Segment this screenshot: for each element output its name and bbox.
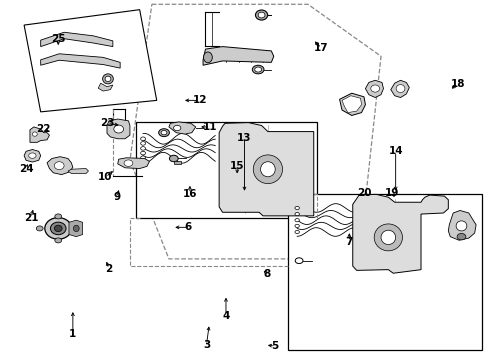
- Ellipse shape: [158, 129, 169, 136]
- Bar: [136, 122, 316, 218]
- Text: 5: 5: [271, 341, 278, 351]
- Ellipse shape: [45, 218, 72, 239]
- Polygon shape: [168, 122, 195, 134]
- Text: 1: 1: [69, 329, 76, 339]
- Ellipse shape: [141, 137, 145, 140]
- Polygon shape: [107, 119, 130, 139]
- Ellipse shape: [255, 10, 267, 20]
- Text: 4: 4: [222, 311, 229, 320]
- Ellipse shape: [141, 156, 145, 159]
- Ellipse shape: [32, 132, 37, 136]
- Bar: [288, 194, 482, 350]
- Ellipse shape: [370, 85, 379, 92]
- Ellipse shape: [373, 224, 402, 251]
- Ellipse shape: [294, 230, 299, 234]
- Ellipse shape: [380, 230, 395, 244]
- Polygon shape: [30, 127, 49, 142]
- Ellipse shape: [141, 141, 145, 145]
- Ellipse shape: [55, 214, 61, 219]
- Ellipse shape: [102, 74, 113, 84]
- Ellipse shape: [36, 226, 43, 231]
- Text: 18: 18: [450, 79, 465, 89]
- Text: 13: 13: [237, 133, 251, 143]
- Polygon shape: [68, 168, 88, 174]
- Ellipse shape: [294, 224, 299, 228]
- Text: 6: 6: [184, 222, 192, 232]
- Text: 2: 2: [105, 264, 112, 274]
- Polygon shape: [69, 220, 82, 237]
- Polygon shape: [390, 80, 408, 98]
- Text: 8: 8: [263, 269, 270, 279]
- Ellipse shape: [173, 125, 181, 131]
- Bar: [173, 161, 181, 164]
- Text: 24: 24: [19, 163, 33, 174]
- Ellipse shape: [252, 65, 264, 74]
- Polygon shape: [24, 10, 157, 112]
- Text: 14: 14: [387, 146, 402, 156]
- Ellipse shape: [203, 52, 212, 63]
- Ellipse shape: [141, 151, 145, 155]
- Polygon shape: [47, 157, 73, 175]
- Ellipse shape: [258, 12, 264, 18]
- Text: 10: 10: [98, 172, 113, 182]
- Ellipse shape: [294, 219, 299, 222]
- Text: 25: 25: [51, 35, 65, 44]
- Ellipse shape: [141, 147, 145, 150]
- Polygon shape: [341, 96, 361, 113]
- Ellipse shape: [73, 225, 79, 231]
- Text: 23: 23: [100, 118, 114, 128]
- Ellipse shape: [295, 258, 303, 264]
- Text: 20: 20: [356, 188, 371, 198]
- Ellipse shape: [114, 125, 123, 133]
- Text: 15: 15: [229, 161, 244, 171]
- Polygon shape: [24, 149, 41, 162]
- Text: 3: 3: [203, 340, 210, 350]
- Ellipse shape: [455, 221, 466, 231]
- Text: 22: 22: [36, 124, 51, 134]
- Polygon shape: [365, 80, 383, 98]
- Ellipse shape: [456, 233, 465, 240]
- Polygon shape: [118, 158, 149, 168]
- Polygon shape: [219, 123, 313, 216]
- Polygon shape: [41, 32, 113, 46]
- Ellipse shape: [253, 155, 282, 184]
- Ellipse shape: [294, 206, 299, 210]
- Text: 21: 21: [23, 213, 38, 222]
- Ellipse shape: [55, 238, 61, 243]
- Ellipse shape: [161, 131, 166, 135]
- Ellipse shape: [105, 76, 111, 82]
- Polygon shape: [339, 93, 365, 116]
- Text: 17: 17: [314, 43, 328, 53]
- Text: 11: 11: [203, 122, 217, 132]
- Text: 12: 12: [192, 95, 206, 105]
- Text: 19: 19: [384, 188, 398, 198]
- Ellipse shape: [169, 155, 178, 162]
- Polygon shape: [41, 54, 120, 68]
- Polygon shape: [447, 211, 475, 240]
- Ellipse shape: [395, 85, 404, 93]
- Text: 7: 7: [345, 237, 352, 247]
- Ellipse shape: [346, 100, 356, 109]
- Text: 9: 9: [113, 192, 120, 202]
- Ellipse shape: [260, 162, 275, 177]
- Polygon shape: [203, 46, 273, 65]
- Ellipse shape: [29, 153, 36, 158]
- Polygon shape: [352, 194, 447, 273]
- Ellipse shape: [124, 160, 133, 166]
- Ellipse shape: [54, 225, 62, 231]
- Ellipse shape: [54, 162, 64, 170]
- Text: 16: 16: [182, 189, 197, 199]
- Ellipse shape: [254, 67, 261, 72]
- Ellipse shape: [50, 222, 66, 235]
- Polygon shape: [98, 83, 113, 91]
- Ellipse shape: [73, 226, 80, 231]
- Ellipse shape: [294, 212, 299, 216]
